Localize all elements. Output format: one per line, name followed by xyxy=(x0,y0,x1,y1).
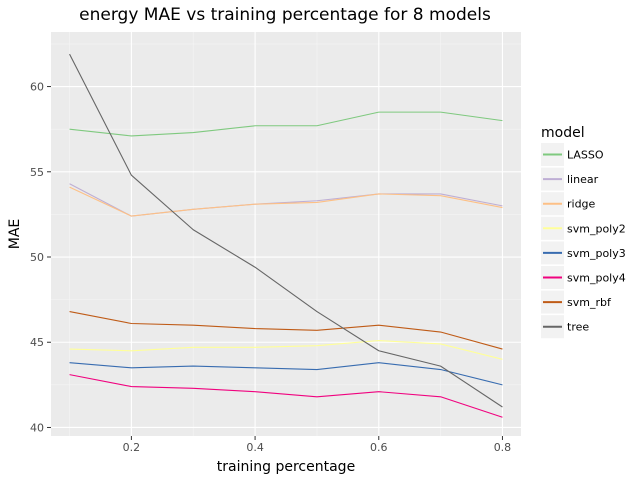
series-line-svm-poly2 xyxy=(69,339,503,360)
series-line-tree xyxy=(69,53,503,408)
legend-label: tree xyxy=(567,321,589,334)
legend-title: model xyxy=(541,125,585,141)
y-tick-label: 40 xyxy=(30,421,44,434)
legend-label: linear xyxy=(567,173,599,186)
x-axis-title: training percentage xyxy=(217,459,355,475)
chart-title: energy MAE vs training percentage for 8 … xyxy=(79,5,491,25)
legend-label: LASSO xyxy=(567,149,604,162)
series-line-ridge xyxy=(69,186,503,217)
legend-label: ridge xyxy=(567,198,596,211)
grid-lines xyxy=(51,32,521,436)
legend-label: svm_poly3 xyxy=(567,247,626,260)
series-lines xyxy=(69,53,503,418)
y-axis-title: MAE xyxy=(7,219,23,250)
y-tick-label: 60 xyxy=(30,81,44,94)
x-tick-label: 0.6 xyxy=(370,441,388,454)
legend-label: svm_poly4 xyxy=(567,272,626,285)
y-tick-label: 50 xyxy=(30,251,44,264)
series-line-svm-poly4 xyxy=(69,374,503,418)
x-tick-label: 0.4 xyxy=(246,441,264,454)
y-tick-label: 45 xyxy=(30,336,44,349)
axis-ticks: 0.2 0.4 0.6 0.8 40 45 50 55 60 xyxy=(30,81,511,454)
legend-label: svm_poly2 xyxy=(567,222,626,235)
x-tick-label: 0.2 xyxy=(123,441,141,454)
plot-panel xyxy=(51,32,521,436)
series-line-svm-poly3 xyxy=(69,362,503,386)
series-line-lasso xyxy=(69,111,503,137)
series-line-svm-rbf xyxy=(69,311,503,350)
y-tick-label: 55 xyxy=(30,166,44,179)
legend: model LASSO linear ridge svm_poly2 svm_poly3… xyxy=(541,125,626,339)
x-tick-label: 0.8 xyxy=(494,441,512,454)
legend-label: svm_rbf xyxy=(567,296,612,309)
